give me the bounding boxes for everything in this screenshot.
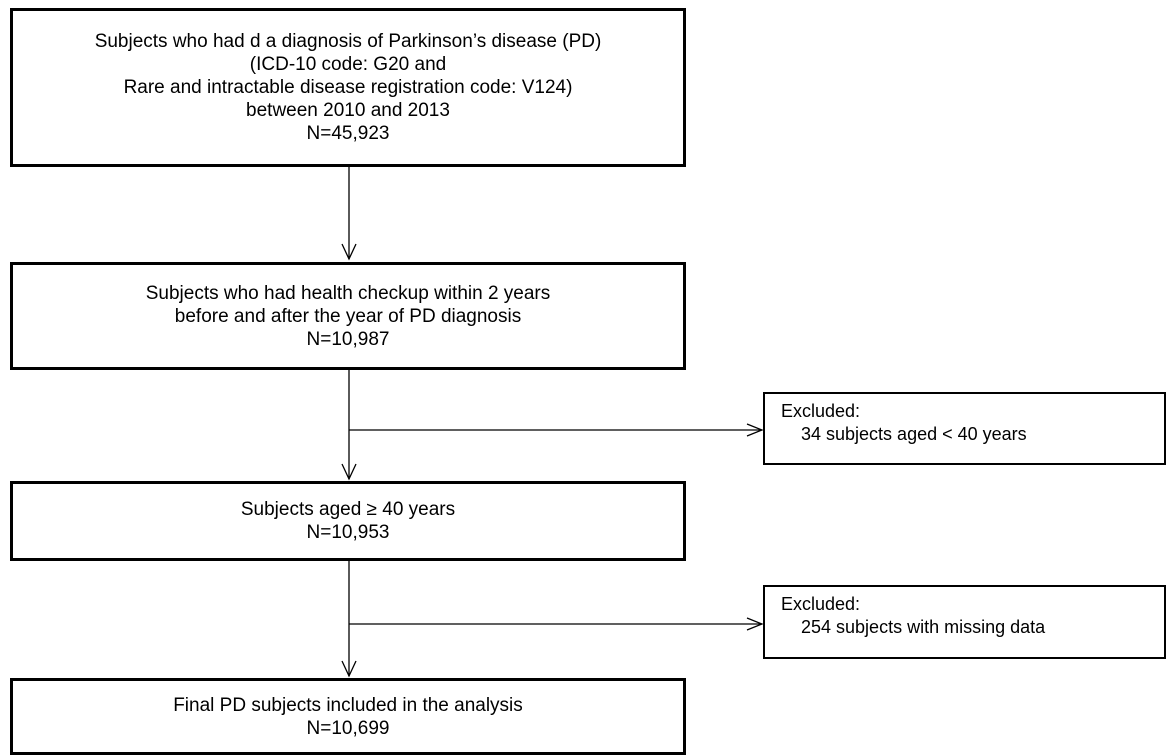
box-count: N=10,699 bbox=[306, 717, 390, 739]
arrow-to-exclusion-missing-head bbox=[746, 617, 764, 631]
arrow-3-to-4-head bbox=[341, 660, 357, 678]
box-line: before and after the year of PD diagnosi… bbox=[174, 305, 522, 327]
box-exclusion-missing: Excluded: 254 subjects with missing data bbox=[763, 585, 1166, 659]
box-count: N=10,953 bbox=[306, 522, 390, 543]
box-line: Final PD subjects included in the analys… bbox=[173, 694, 523, 716]
box-final: Final PD subjects included in the analys… bbox=[10, 678, 686, 755]
arrow-1-to-2-head bbox=[341, 243, 357, 261]
exclusion-detail: 254 subjects with missing data bbox=[801, 617, 1046, 637]
box-count: N=10,987 bbox=[306, 328, 390, 350]
box-line: Subjects who had d a diagnosis of Parkin… bbox=[94, 31, 602, 52]
box-line: (ICD-10 code: G20 and bbox=[249, 54, 447, 75]
exclusion-heading: Excluded: bbox=[781, 594, 861, 614]
arrow-to-exclusion-age-head bbox=[746, 423, 764, 437]
exclusion-heading: Excluded: bbox=[781, 401, 861, 421]
box-line: Subjects who had health checkup within 2… bbox=[145, 282, 551, 304]
box-count: N=45,923 bbox=[306, 123, 390, 144]
box-aged-40: Subjects aged ≥ 40 years N=10,953 bbox=[10, 481, 686, 561]
box-line: Rare and intractable disease registratio… bbox=[123, 77, 573, 98]
box-exclusion-age: Excluded: 34 subjects aged < 40 years bbox=[763, 392, 1166, 465]
box-health-checkup: Subjects who had health checkup within 2… bbox=[10, 262, 686, 370]
box-line: Subjects aged ≥ 40 years bbox=[240, 499, 456, 520]
box-line: between 2010 and 2013 bbox=[246, 100, 450, 121]
exclusion-detail: 34 subjects aged < 40 years bbox=[801, 424, 1027, 444]
arrow-2-to-3-head bbox=[341, 463, 357, 481]
box-pd-diagnosis: Subjects who had d a diagnosis of Parkin… bbox=[10, 8, 686, 167]
